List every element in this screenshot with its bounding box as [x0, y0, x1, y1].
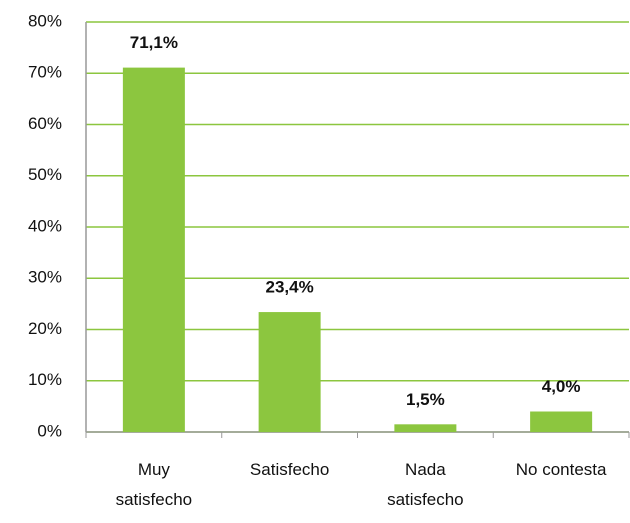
y-tick-label: 70% [28, 63, 62, 82]
y-tick-label: 40% [28, 216, 62, 235]
y-tick-label: 50% [28, 165, 62, 184]
value-label: 71,1% [130, 33, 178, 52]
x-tick-label: Muy satisfecho [115, 460, 193, 509]
value-label: 1,5% [406, 390, 445, 409]
y-tick-label: 60% [28, 114, 62, 133]
y-tick-label: 10% [28, 370, 62, 389]
value-label: 4,0% [542, 377, 581, 396]
x-tick-label: Satisfecho [249, 460, 330, 479]
y-tick-label: 30% [28, 268, 62, 287]
y-tick-label: 0% [37, 421, 62, 440]
bar [530, 411, 593, 432]
x-tick-label: Nada satisfecho [387, 460, 464, 509]
bar [394, 424, 457, 432]
value-label: 23,4% [266, 278, 314, 297]
y-tick-label: 80% [28, 11, 62, 30]
x-tick-label: No contesta [515, 460, 607, 479]
bar [258, 312, 321, 432]
y-tick-label: 20% [28, 319, 62, 338]
bar [122, 67, 185, 433]
